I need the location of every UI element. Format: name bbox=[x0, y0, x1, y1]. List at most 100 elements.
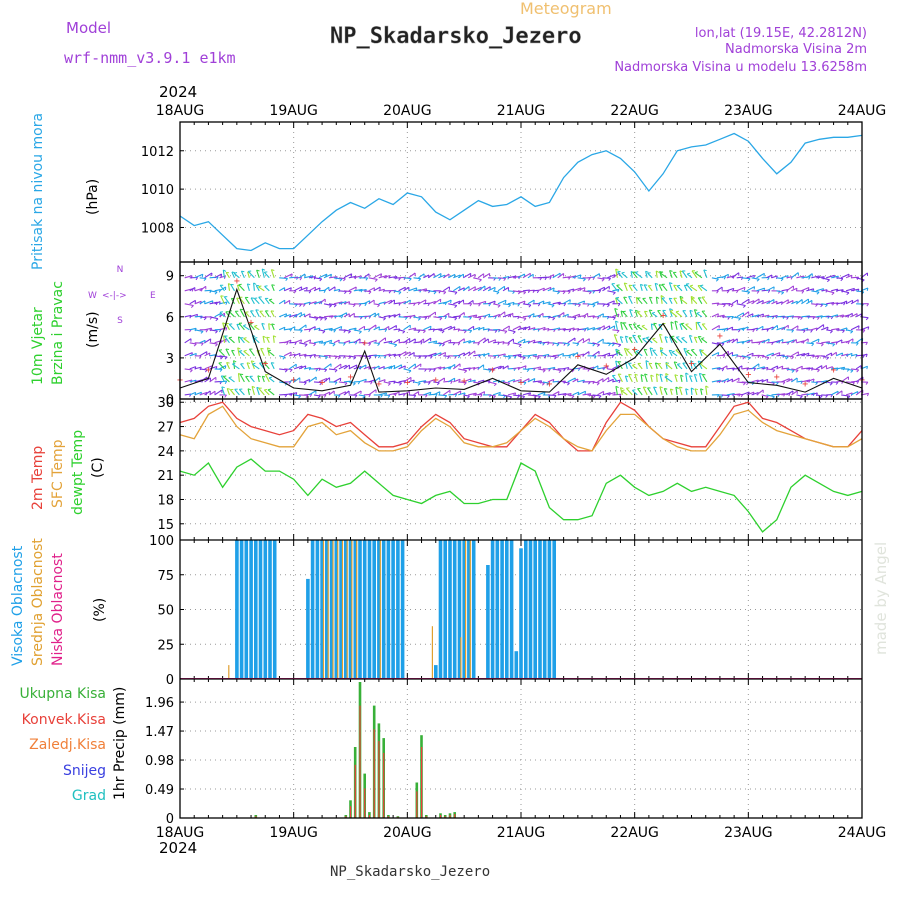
wind-barb-tick bbox=[204, 369, 208, 373]
wind-barb bbox=[791, 300, 798, 305]
wind-barb bbox=[194, 366, 202, 370]
wind-barb bbox=[592, 365, 599, 370]
wind-barb-tick bbox=[408, 370, 412, 373]
high-cloud-bar bbox=[495, 540, 500, 679]
wind-barb bbox=[771, 300, 778, 305]
wind-barb bbox=[271, 284, 275, 292]
wind-barb bbox=[333, 288, 340, 292]
wind-barb-tick bbox=[349, 291, 352, 295]
wind-barb bbox=[821, 326, 829, 331]
wind-barb-tick bbox=[753, 367, 757, 372]
wind-barb bbox=[816, 365, 823, 370]
gust-marker: + bbox=[774, 372, 780, 383]
wind-barb bbox=[628, 337, 633, 344]
wind-barb bbox=[443, 380, 453, 383]
wind-barb-tick bbox=[243, 349, 247, 352]
wind-barb-tick bbox=[829, 330, 833, 334]
wind-barb-tick bbox=[298, 395, 301, 399]
wind-barb bbox=[497, 277, 506, 279]
pressure-ylabel: Pritisak na nivou mora bbox=[30, 113, 46, 270]
wind-barb bbox=[649, 347, 653, 356]
wind-barb bbox=[607, 290, 616, 294]
wind-barb-tick bbox=[444, 395, 448, 399]
wind-barb bbox=[689, 310, 693, 317]
wind-barb bbox=[572, 313, 580, 318]
high-cloud-bar bbox=[320, 540, 324, 679]
wind-barb-tick bbox=[380, 394, 383, 398]
wind-barb-tick bbox=[267, 349, 272, 352]
wind-barb bbox=[238, 284, 245, 292]
wind-barb bbox=[821, 277, 830, 281]
wind-barb-tick bbox=[592, 304, 596, 308]
gust-marker: + bbox=[546, 379, 552, 390]
wind-barb-tick bbox=[727, 316, 730, 320]
wind-barb-tick bbox=[517, 291, 521, 295]
wind-barb bbox=[388, 314, 396, 318]
wind-barb bbox=[433, 342, 442, 345]
wind-barb-tick bbox=[368, 394, 371, 398]
wind-barb bbox=[746, 367, 756, 370]
wind-barb bbox=[791, 377, 798, 383]
wind-barb bbox=[791, 351, 799, 357]
wind-barb-tick bbox=[517, 395, 520, 399]
wind-barb bbox=[209, 376, 217, 383]
wind-barb bbox=[731, 272, 740, 279]
wind-barb bbox=[716, 354, 725, 357]
wind-barb-tick bbox=[635, 309, 639, 312]
wind-barb bbox=[836, 289, 844, 292]
wind-barb bbox=[244, 297, 250, 305]
wind-barb bbox=[680, 374, 683, 383]
wind-barb-tick bbox=[646, 336, 650, 339]
wind-barb bbox=[836, 366, 845, 370]
day-label-bottom: 24AUG bbox=[838, 825, 887, 841]
high-cloud-bar bbox=[353, 540, 358, 679]
wind-barb bbox=[222, 269, 226, 278]
wind-barb bbox=[522, 340, 530, 344]
wind-barb-tick bbox=[405, 341, 408, 345]
wind-barb bbox=[826, 329, 833, 332]
wind-barb bbox=[721, 273, 729, 279]
wind-barb bbox=[771, 314, 778, 318]
wind-barb bbox=[313, 367, 321, 370]
wind-barb bbox=[791, 339, 797, 344]
outer-frame bbox=[179, 121, 863, 819]
wind-barb bbox=[378, 275, 387, 279]
wind-barb bbox=[398, 329, 405, 332]
wind-barb-tick bbox=[653, 386, 657, 389]
wind-barb bbox=[468, 314, 478, 318]
wind-barb bbox=[433, 316, 442, 319]
wind-barb bbox=[268, 299, 275, 305]
wind-barb bbox=[313, 300, 323, 305]
wind-barb bbox=[806, 392, 815, 396]
wind-barb-tick bbox=[454, 355, 457, 359]
wind-barb bbox=[264, 285, 270, 292]
wind-barb bbox=[602, 285, 610, 292]
wind-barb bbox=[298, 273, 306, 279]
wind-barb bbox=[537, 368, 546, 371]
wind-barb bbox=[294, 394, 301, 397]
wind-barb bbox=[816, 303, 823, 306]
wind-barb bbox=[267, 350, 275, 357]
wind-barb-tick bbox=[608, 277, 611, 281]
wind-barb bbox=[184, 275, 193, 279]
wind-barb bbox=[438, 274, 446, 279]
wind-barb bbox=[477, 364, 484, 370]
wind-barb-tick bbox=[756, 278, 760, 282]
high-cloud-bar bbox=[400, 540, 405, 679]
wind-barb-tick bbox=[258, 285, 262, 288]
wind-barb bbox=[343, 364, 350, 370]
wind-barb bbox=[557, 352, 564, 357]
wind-barb bbox=[522, 378, 530, 383]
wind-barb-tick bbox=[528, 304, 532, 308]
wind-barb bbox=[231, 271, 236, 279]
wind-barb bbox=[398, 341, 408, 344]
meteogram-label: Meteogram bbox=[520, 0, 612, 18]
wind-barb bbox=[696, 312, 703, 318]
wind-barb bbox=[255, 309, 260, 318]
ytick-label: 50 bbox=[157, 604, 174, 619]
wind-barb-tick bbox=[507, 356, 511, 360]
wind-barb bbox=[696, 322, 703, 331]
day-label-top: 18AUG bbox=[156, 103, 205, 119]
wind-barb bbox=[234, 388, 240, 396]
wind-barb bbox=[776, 315, 785, 318]
